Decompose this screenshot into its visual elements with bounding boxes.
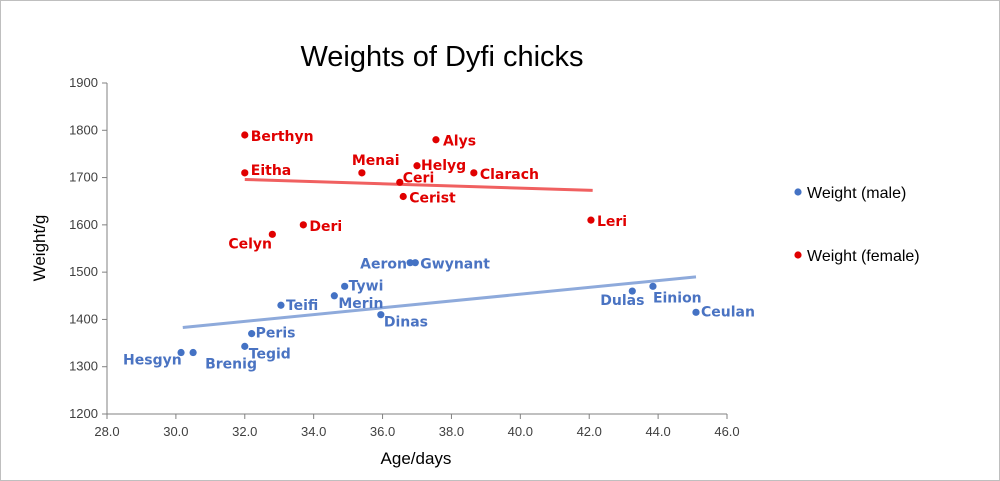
data-point	[413, 162, 421, 170]
data-label: Ceri	[403, 170, 434, 186]
data-point	[241, 131, 249, 139]
data-label: Brenig	[205, 357, 257, 373]
data-point	[587, 216, 595, 224]
data-label: Alys	[443, 134, 476, 150]
data-label: Ceulan	[701, 304, 755, 320]
legend: Weight (male) Weight (female)	[794, 185, 920, 265]
trendline-female	[244, 177, 593, 192]
data-point	[411, 259, 419, 267]
legend-marker	[794, 188, 802, 196]
x-tick-label: 30.0	[163, 424, 188, 439]
data-point	[248, 330, 256, 338]
data-label: Aeron	[360, 257, 407, 273]
data-label: Einion	[653, 290, 702, 306]
y-tick-label: 1600	[69, 217, 98, 232]
data-label: Gwynant	[420, 257, 490, 273]
x-tick-label: 28.0	[94, 424, 119, 439]
y-axis-title: Weight/g	[30, 215, 49, 282]
x-axis-title: Age/days	[381, 449, 452, 468]
data-point	[628, 287, 636, 295]
data-point	[341, 282, 349, 290]
data-point	[299, 221, 307, 229]
data-label: Merin	[338, 296, 383, 312]
data-label: Celyn	[228, 236, 272, 252]
y-tick-label: 1900	[69, 75, 98, 90]
x-tick-label: 42.0	[577, 424, 602, 439]
data-label: Dinas	[384, 315, 428, 331]
data-label: Menai	[352, 153, 400, 169]
y-tick-label: 1300	[69, 359, 98, 374]
data-label: Helyg	[421, 158, 466, 174]
data-label: Peris	[256, 326, 296, 342]
data-point	[277, 301, 285, 309]
plot-area: 1200 1300 1400 1500 1600 1700 1800 1900 28.0 30.0…	[69, 75, 755, 439]
data-label: Tywi	[349, 278, 384, 294]
y-tick-label: 1800	[69, 122, 98, 137]
data-label: Clarach	[480, 167, 539, 183]
y-tick-label: 1200	[69, 406, 98, 421]
chart-title: Weights of Dyfi chicks	[300, 41, 583, 73]
data-point	[692, 308, 700, 316]
x-tick-label: 36.0	[370, 424, 395, 439]
data-point	[649, 282, 657, 290]
data-label: Deri	[309, 219, 342, 235]
x-tick-label: 44.0	[645, 424, 670, 439]
y-tick-label: 1700	[69, 170, 98, 185]
data-label: Tegid	[249, 346, 291, 362]
legend-entry: Weight (female)	[807, 248, 920, 265]
data-point	[406, 259, 414, 267]
y-tick-label: 1500	[69, 264, 98, 279]
data-label: Leri	[597, 214, 627, 230]
data-label: Teifi	[286, 298, 318, 314]
data-point	[268, 230, 276, 238]
data-point	[377, 311, 385, 319]
data-label: Cerist	[409, 190, 456, 206]
data-point	[330, 292, 338, 300]
data-point	[470, 169, 478, 177]
x-tick-label: 38.0	[439, 424, 464, 439]
legend-marker	[794, 251, 802, 259]
data-point	[241, 169, 249, 177]
data-point	[396, 178, 404, 186]
x-tick-label: 32.0	[232, 424, 257, 439]
data-label: Dulas	[600, 293, 644, 309]
x-tick-label: 46.0	[714, 424, 739, 439]
x-tick-label: 34.0	[301, 424, 326, 439]
data-point	[177, 348, 185, 357]
trendline-male	[182, 275, 697, 329]
data-point	[432, 136, 440, 144]
data-point	[241, 342, 249, 350]
data-point	[399, 192, 407, 201]
data-label: Hesgyn	[123, 353, 182, 369]
y-tick-label: 1400	[69, 311, 98, 326]
legend-entry: Weight (male)	[807, 185, 906, 202]
data-point	[358, 169, 366, 177]
data-point	[189, 348, 197, 357]
data-label: Berthyn	[251, 129, 314, 145]
data-label: Eitha	[251, 163, 291, 179]
x-tick-label: 40.0	[508, 424, 533, 439]
